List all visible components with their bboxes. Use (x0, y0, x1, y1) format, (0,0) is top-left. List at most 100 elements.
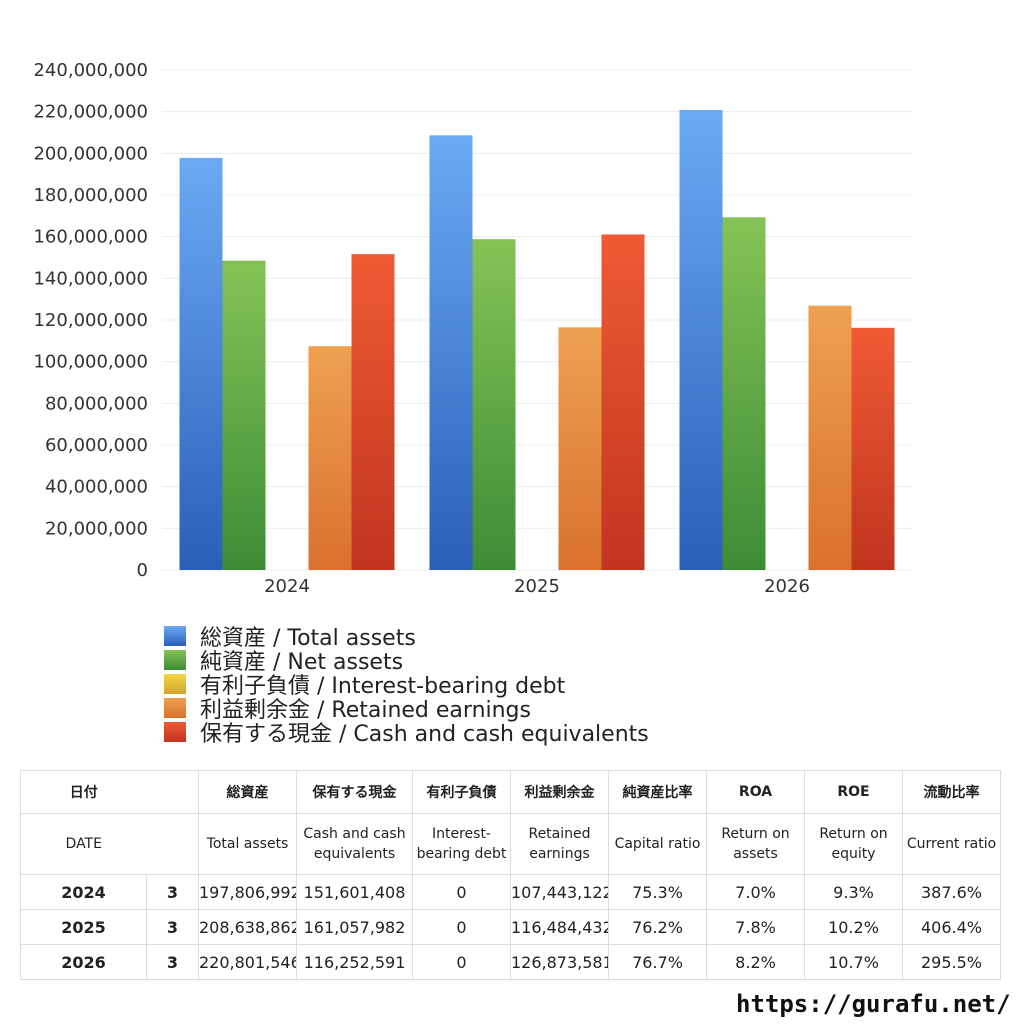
y-tick-label: 200,000,000 (33, 143, 148, 164)
header-total-assets-jp: 総資産 (198, 770, 297, 814)
cell-retained: 116,484,432 (510, 909, 609, 945)
header-retained-en: Retained earnings (510, 813, 609, 875)
legend-item-retained-earnings: 利益剰余金 / Retained earnings (164, 696, 649, 723)
bar (558, 327, 602, 570)
cell-month: 3 (146, 944, 199, 980)
cell-total-assets: 197,806,992 (198, 874, 297, 910)
x-tick-label: 2025 (514, 576, 560, 597)
financial-table: 日付 総資産 保有する現金 有利子負債 利益剰余金 純資産比率 ROA ROE … (20, 770, 1001, 980)
cell-capital-ratio: 76.7% (608, 944, 707, 980)
table-row: 2026 3 220,801,546 116,252,591 0 126,873… (20, 944, 1001, 980)
y-tick-label: 140,000,000 (33, 268, 148, 289)
legend-item-total-assets: 総資産 / Total assets (164, 624, 649, 651)
cell-year: 2026 (20, 944, 147, 980)
bar-chart: 0 20,000,000 40,000,000 60,000,000 80,000,00… (33, 60, 912, 597)
cell-total-assets: 220,801,546 (198, 944, 297, 980)
legend-item-net-assets: 純資産 / Net assets (164, 648, 649, 675)
header-month-jp (146, 770, 199, 814)
cell-current-ratio: 387.6% (902, 874, 1001, 910)
bar (429, 135, 473, 571)
cell-capital-ratio: 75.3% (608, 874, 707, 910)
header-debt-jp: 有利子負債 (412, 770, 511, 814)
cell-debt: 0 (412, 944, 511, 980)
legend-label: 総資産 / Total assets (200, 626, 416, 651)
header-roe-en: Return on equity (804, 813, 903, 875)
cell-cash: 161,057,982 (296, 909, 413, 945)
legend-item-interest-bearing-debt: 有利子負債 / Interest-bearing debt (164, 672, 649, 699)
table-header-jp: 日付 総資産 保有する現金 有利子負債 利益剰余金 純資産比率 ROA ROE … (20, 770, 1001, 814)
bar (679, 109, 723, 571)
y-tick-label: 80,000,000 (45, 393, 148, 414)
legend-swatch-net-assets (164, 650, 186, 670)
x-tick-label: 2026 (764, 576, 810, 597)
cell-roe: 10.7% (804, 944, 903, 980)
y-tick-label: 0 (137, 560, 148, 581)
bar (851, 327, 895, 570)
y-tick-label: 40,000,000 (45, 477, 148, 498)
cell-total-assets: 208,638,862 (198, 909, 297, 945)
header-roa-jp: ROA (706, 770, 805, 814)
header-current-ratio-en: Current ratio (902, 813, 1001, 875)
cell-year: 2025 (20, 909, 147, 945)
bar (601, 234, 645, 571)
cell-roa: 7.8% (706, 909, 805, 945)
legend-label: 利益剰余金 / Retained earnings (200, 698, 531, 723)
source-url: https://gurafu.net/ (736, 990, 1011, 1018)
bar (179, 157, 223, 570)
y-tick-label: 100,000,000 (33, 352, 148, 373)
x-tick-label: 2024 (264, 576, 310, 597)
legend-label: 有利子負債 / Interest-bearing debt (200, 674, 566, 699)
bar (308, 346, 352, 570)
header-cash-en: Cash and cash equivalents (296, 813, 413, 875)
cell-roa: 7.0% (706, 874, 805, 910)
header-cash-jp: 保有する現金 (296, 770, 413, 814)
header-total-assets-en: Total assets (198, 813, 297, 875)
table-row: 2025 3 208,638,862 161,057,982 0 116,484… (20, 909, 1001, 945)
bar (722, 217, 766, 570)
cell-month: 3 (146, 874, 199, 910)
y-tick-label: 240,000,000 (33, 60, 148, 81)
table-header-en: DATE Total assets Cash and cash equivale… (20, 813, 1001, 875)
cell-current-ratio: 295.5% (902, 944, 1001, 980)
cell-roa: 8.2% (706, 944, 805, 980)
legend-swatch-interest-bearing-debt (164, 674, 186, 694)
legend-label: 純資産 / Net assets (200, 650, 404, 675)
cell-debt: 0 (412, 874, 511, 910)
y-tick-label: 160,000,000 (33, 227, 148, 248)
header-current-ratio-jp: 流動比率 (902, 770, 1001, 814)
cell-current-ratio: 406.4% (902, 909, 1001, 945)
cell-retained: 126,873,581 (510, 944, 609, 980)
bar (351, 254, 395, 570)
header-roe-jp: ROE (804, 770, 903, 814)
cell-roe: 10.2% (804, 909, 903, 945)
legend-item-cash: 保有する現金 / Cash and cash equivalents (164, 720, 649, 747)
y-tick-label: 120,000,000 (33, 310, 148, 331)
header-date-jp: 日付 (20, 770, 147, 814)
cell-capital-ratio: 76.2% (608, 909, 707, 945)
cell-cash: 116,252,591 (296, 944, 413, 980)
header-debt-en: Interest-bearing debt (412, 813, 511, 875)
legend-swatch-cash (164, 722, 186, 742)
cell-cash: 151,601,408 (296, 874, 413, 910)
bar (472, 239, 516, 570)
y-tick-label: 220,000,000 (33, 102, 148, 123)
legend-label: 保有する現金 / Cash and cash equivalents (200, 722, 649, 747)
cell-roe: 9.3% (804, 874, 903, 910)
y-tick-label: 180,000,000 (33, 185, 148, 206)
table-row: 2024 3 197,806,992 151,601,408 0 107,443… (20, 874, 1001, 910)
header-retained-jp: 利益剰余金 (510, 770, 609, 814)
bar (808, 305, 852, 570)
header-roa-en: Return on assets (706, 813, 805, 875)
chart-legend: 総資産 / Total assets 純資産 / Net assets 有利子負… (164, 624, 649, 747)
legend-swatch-total-assets (164, 626, 186, 646)
cell-year: 2024 (20, 874, 147, 910)
legend-swatch-retained-earnings (164, 698, 186, 718)
header-date-en: DATE (20, 813, 147, 875)
cell-retained: 107,443,122 (510, 874, 609, 910)
cell-debt: 0 (412, 909, 511, 945)
cell-month: 3 (146, 909, 199, 945)
y-tick-label: 60,000,000 (45, 435, 148, 456)
y-tick-label: 20,000,000 (45, 518, 148, 539)
header-capital-ratio-jp: 純資産比率 (608, 770, 707, 814)
header-capital-ratio-en: Capital ratio (608, 813, 707, 875)
